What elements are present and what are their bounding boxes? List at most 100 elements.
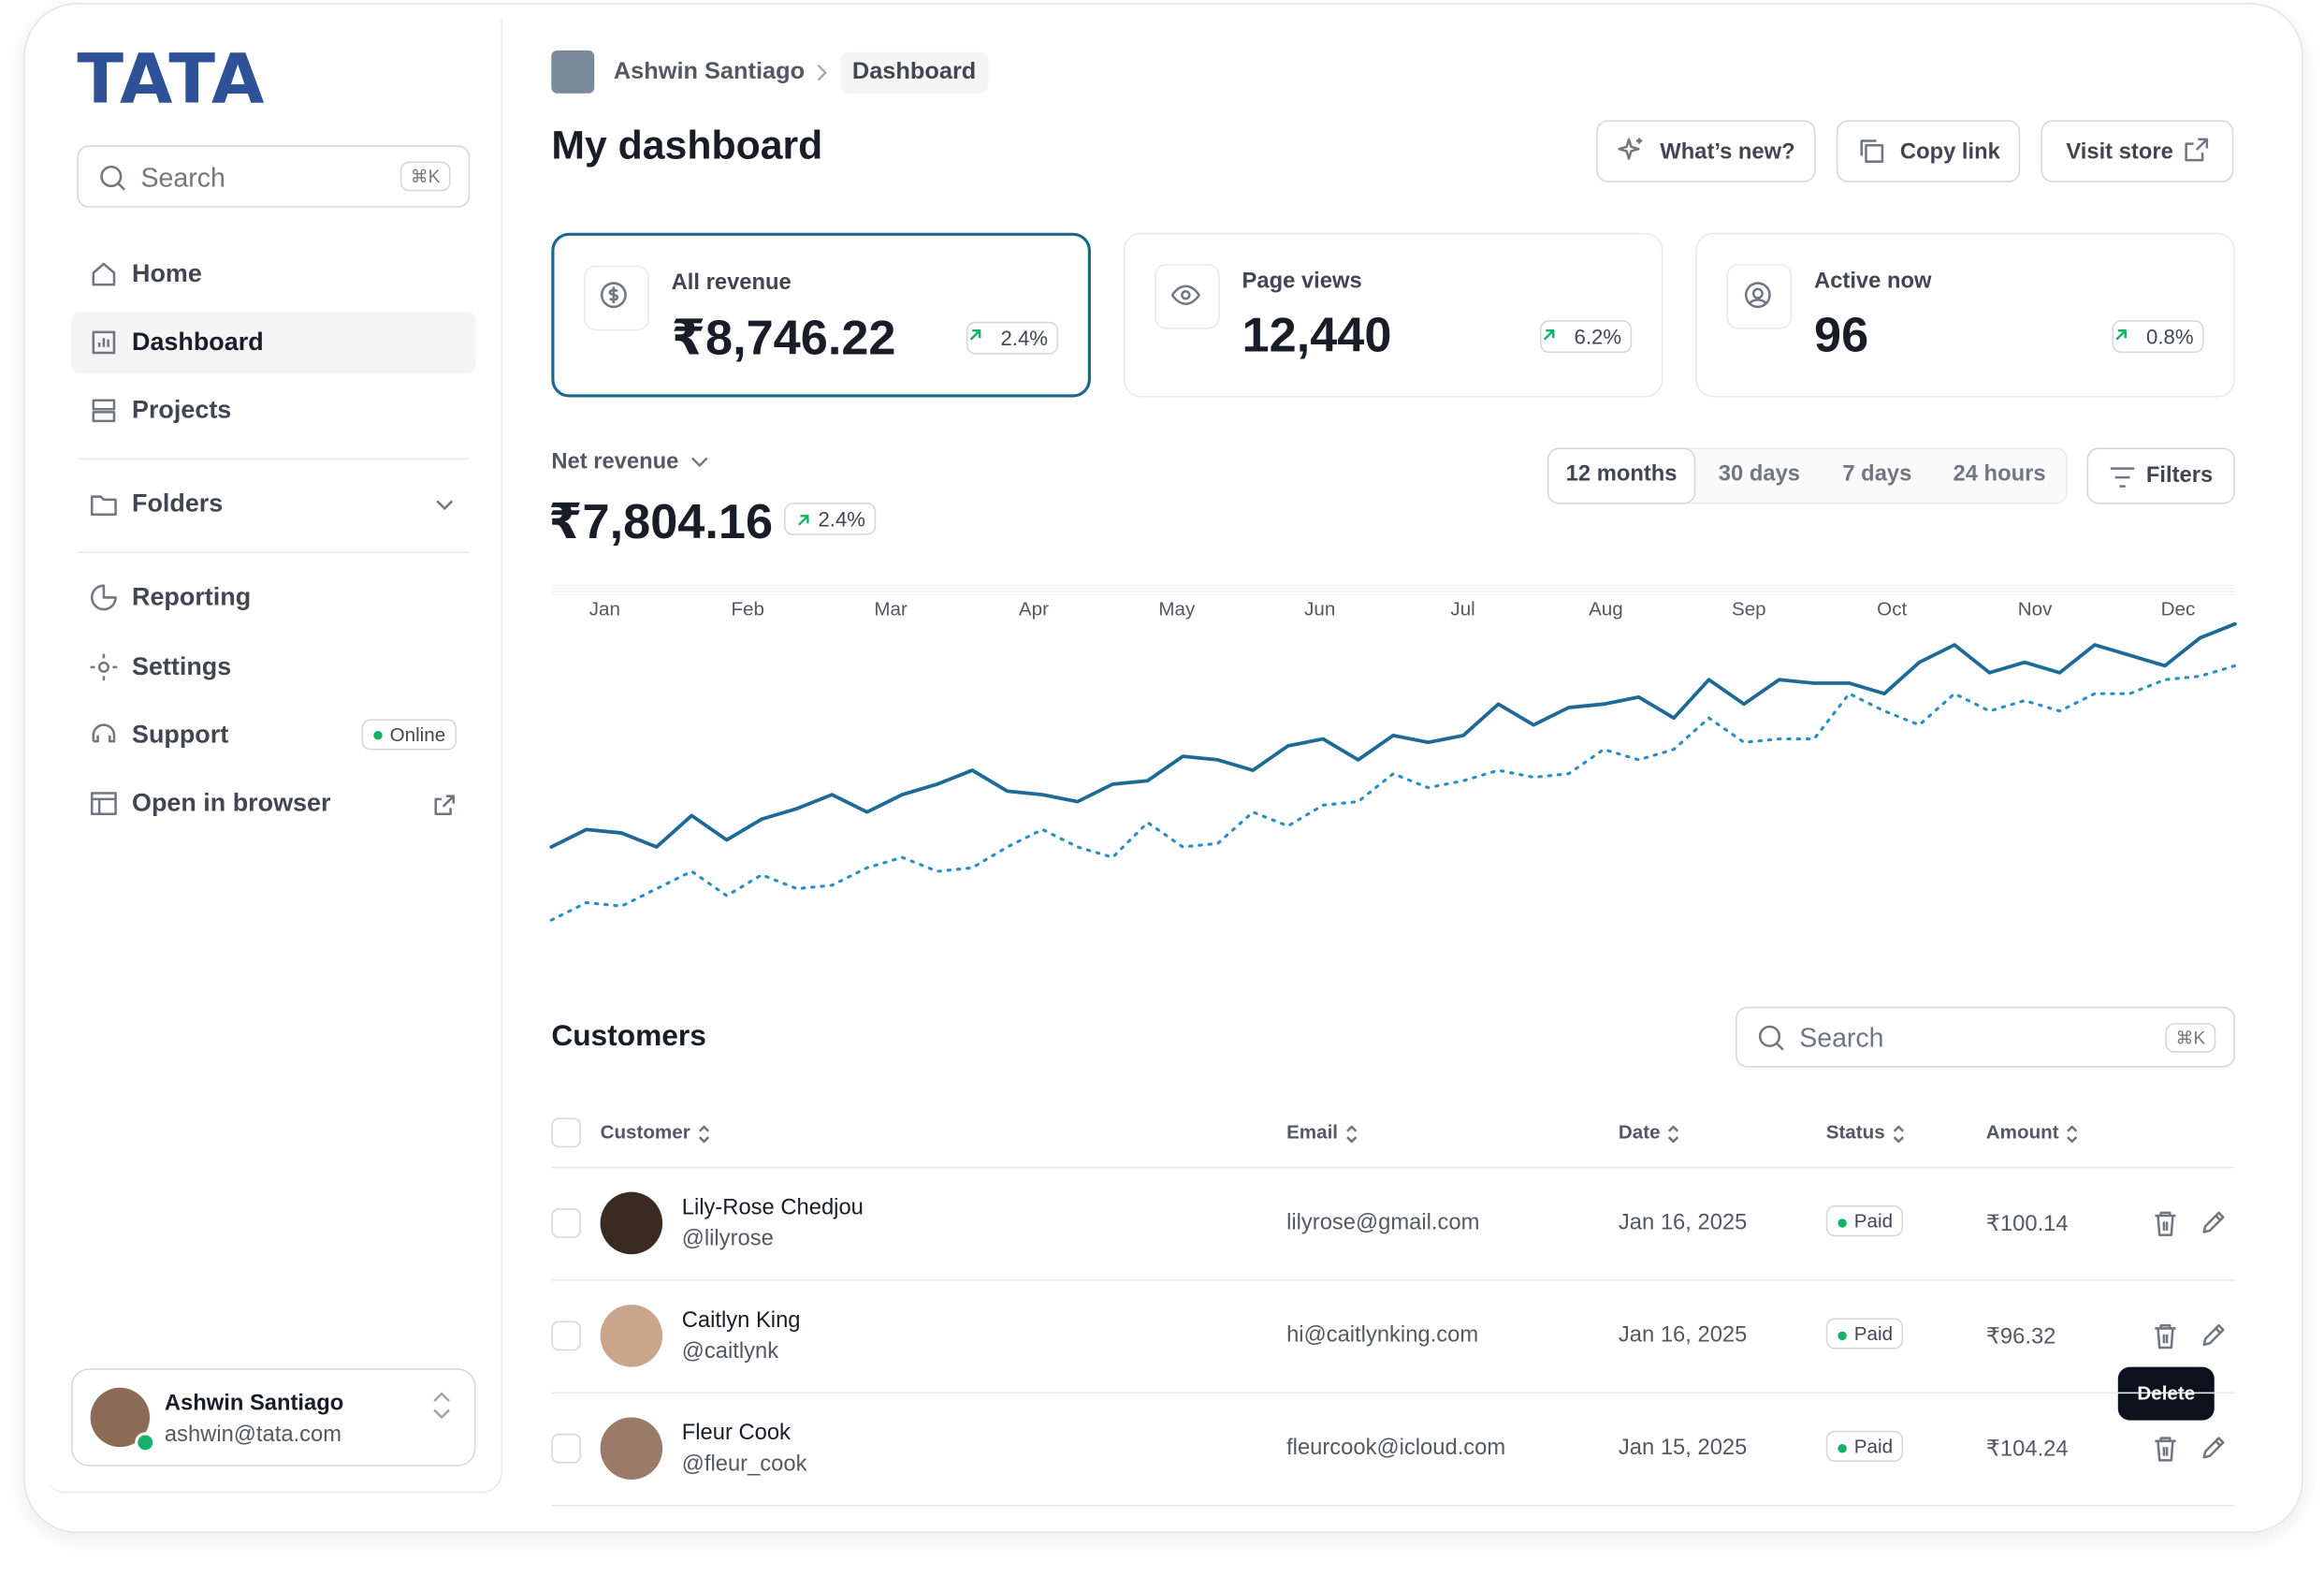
range-tab[interactable]: 7 days	[1842, 460, 1912, 487]
column-header[interactable]: Email	[1286, 1120, 1339, 1144]
series-line	[549, 664, 2237, 922]
filters-label: Filters	[2145, 462, 2214, 489]
nav-item[interactable]: Reporting	[131, 582, 252, 611]
dropdown-chevron	[690, 457, 708, 468]
customer-handle: @caitlynk	[681, 1338, 779, 1364]
header-button[interactable]: Visit store	[2041, 120, 2234, 182]
breadcrumb-current[interactable]: Dashboard	[840, 51, 988, 94]
net-revenue-label[interactable]: Net revenue	[551, 449, 679, 474]
icon	[1346, 1125, 1358, 1144]
breadcrumb-separator	[817, 64, 828, 81]
customer-date: Jan 16, 2025	[1618, 1322, 1748, 1349]
icon-path	[2185, 138, 2209, 162]
search-placeholder: Search	[1799, 1023, 1884, 1053]
change-badge: 2.4%	[966, 321, 1059, 355]
icon-path	[2202, 1323, 2225, 1347]
icon-path	[436, 500, 454, 510]
checkbox[interactable]	[551, 1117, 581, 1148]
icon-path	[600, 282, 627, 309]
icon	[2067, 1125, 2078, 1144]
nav-item[interactable]: Support	[131, 720, 229, 750]
column-header[interactable]: Date	[1618, 1120, 1661, 1144]
customer-email: fleurcook@icloud.com	[1286, 1435, 1506, 1461]
status-badge: Online	[361, 719, 457, 751]
icon	[2115, 329, 2127, 341]
button-label: Copy link	[1899, 139, 2000, 165]
range-tab[interactable]: 12 months	[1565, 460, 1678, 487]
icon[interactable]	[2200, 1435, 2227, 1462]
column-header[interactable]: Customer	[600, 1120, 690, 1144]
x-tick-label: Mar	[874, 598, 908, 620]
range-tab[interactable]: 24 hours	[1953, 460, 2046, 487]
row-divider	[551, 1504, 2235, 1507]
logo: TATA	[77, 38, 266, 119]
x-tick-label: Dec	[2161, 598, 2196, 620]
icon-path	[90, 792, 117, 815]
button-label: Visit store	[2066, 139, 2173, 165]
icon	[92, 262, 116, 286]
status-dot	[1837, 1331, 1847, 1341]
checkbox[interactable]	[551, 1208, 581, 1238]
column-header[interactable]: Status	[1825, 1120, 1885, 1144]
customer-handle: @fleur_cook	[681, 1451, 807, 1477]
range-tab[interactable]: 30 days	[1718, 460, 1801, 487]
nav-item[interactable]: Folders	[131, 489, 224, 518]
search-placeholder: Search	[140, 163, 225, 193]
checkbox[interactable]	[551, 1433, 581, 1464]
net-revenue-value: ₹7,804.16	[548, 493, 774, 549]
icon	[2185, 138, 2209, 162]
x-tick-label: Aug	[1589, 598, 1623, 620]
column-header[interactable]: Amount	[1985, 1120, 2059, 1144]
icon[interactable]	[2152, 1435, 2179, 1462]
sidebar	[44, 18, 503, 1494]
search-icon	[1758, 1025, 1784, 1051]
icon	[1744, 282, 1771, 309]
icon[interactable]	[2200, 1210, 2227, 1237]
breadcrumb[interactable]: Ashwin Santiago	[613, 59, 806, 85]
x-tick-label: Feb	[731, 598, 763, 620]
online-dot	[373, 731, 383, 740]
user-email: ashwin@tata.com	[164, 1422, 342, 1448]
icon-path	[698, 1125, 710, 1144]
stat-value: 96	[1814, 306, 1869, 362]
stat-label: Active now	[1814, 268, 1932, 294]
header-button[interactable]: Copy link	[1836, 120, 2021, 182]
nav-item[interactable]: Projects	[131, 395, 232, 425]
icon-path	[434, 795, 456, 815]
range-tab-active	[1547, 447, 1696, 504]
icon[interactable]	[2152, 1210, 2179, 1237]
customer-amount: ₹96.32	[1985, 1323, 2056, 1350]
stat-icon	[1155, 263, 1220, 329]
customers-search[interactable]: Search ⌘K	[1736, 1006, 2235, 1068]
icon	[1893, 1125, 1904, 1144]
stat-card: Page views 12,440 6.2%	[1123, 232, 1663, 398]
stat-value: ₹8,746.22	[671, 310, 896, 365]
nav-item[interactable]: Settings	[131, 652, 232, 681]
icon[interactable]	[2200, 1322, 2227, 1350]
filters-button[interactable]: Filters	[2086, 447, 2235, 504]
icon	[1667, 1125, 1679, 1144]
customer-avatar	[600, 1417, 663, 1481]
x-tick-label: Apr	[1019, 598, 1049, 620]
user-name: Ashwin Santiago	[164, 1390, 344, 1416]
icon[interactable]	[2152, 1322, 2179, 1350]
icon-path	[92, 723, 116, 743]
nav-item[interactable]: Open in browser	[131, 788, 331, 817]
icon	[969, 329, 981, 341]
x-tick-label: May	[1158, 598, 1196, 620]
nav-item[interactable]: Dashboard	[131, 328, 264, 357]
up-arrow	[798, 515, 809, 526]
icon-path	[92, 399, 116, 423]
icon-path	[2067, 1125, 2078, 1144]
customer-date: Jan 16, 2025	[1618, 1209, 1748, 1235]
customers-title: Customers	[551, 1019, 706, 1053]
sidebar-search[interactable]: Search ⌘K	[77, 145, 471, 208]
checkbox[interactable]	[551, 1321, 581, 1351]
stat-value: 12,440	[1242, 306, 1392, 362]
nav-item[interactable]: Home	[131, 259, 202, 288]
user-card[interactable]: Ashwin Santiago ashwin@tata.com	[71, 1368, 476, 1467]
icon	[90, 495, 117, 516]
icon-path	[2155, 1323, 2176, 1350]
button-label: What’s new?	[1660, 139, 1795, 165]
